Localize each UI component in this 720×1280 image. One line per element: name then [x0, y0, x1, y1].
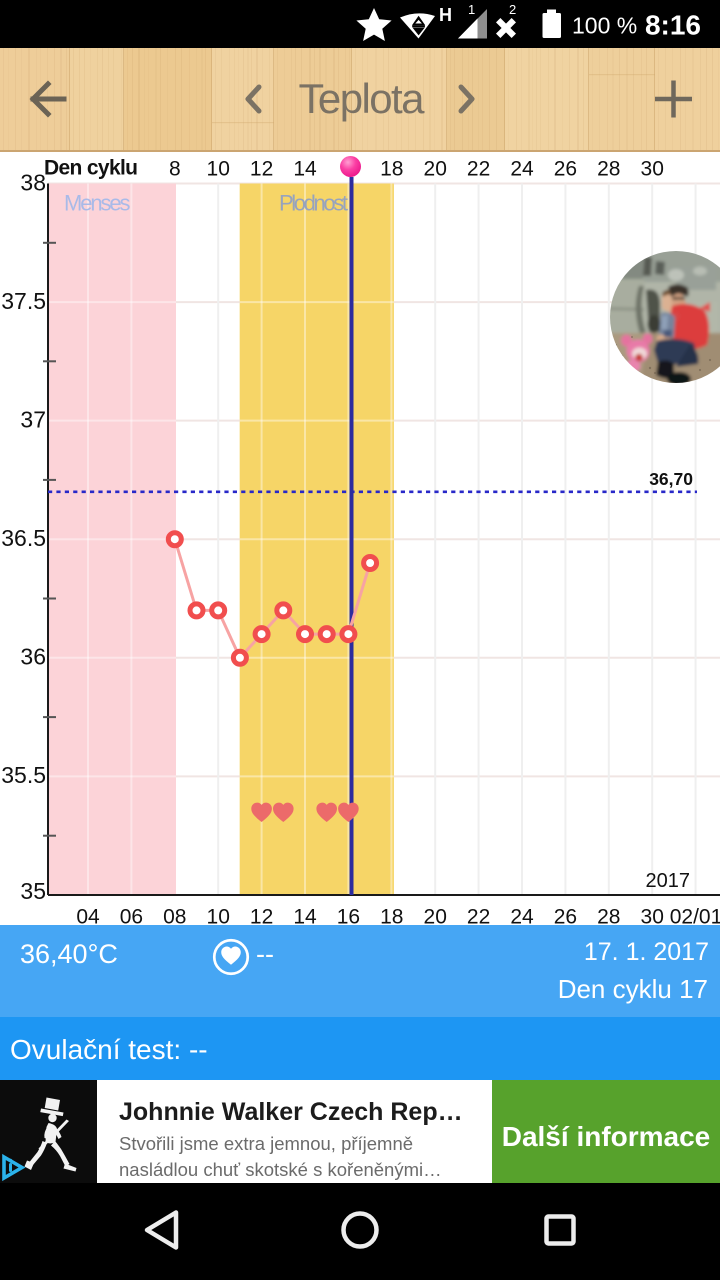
svg-text:2017: 2017	[646, 870, 691, 892]
svg-text:24: 24	[510, 158, 534, 181]
svg-text:37: 37	[20, 407, 46, 433]
svg-text:14: 14	[293, 906, 317, 929]
svg-text:1: 1	[468, 2, 475, 17]
svg-text:30: 30	[641, 906, 664, 929]
svg-text:100 %: 100 %	[572, 13, 637, 39]
svg-text:H: H	[439, 5, 452, 25]
svg-text:20: 20	[424, 158, 447, 181]
svg-text:04: 04	[76, 906, 100, 929]
svg-text:30: 30	[641, 158, 664, 181]
svg-text:Menses: Menses	[64, 191, 131, 216]
svg-text:2: 2	[509, 2, 516, 17]
svg-text:02/01: 02/01	[670, 906, 720, 929]
svg-text:35.5: 35.5	[1, 762, 46, 788]
svg-text:36,70: 36,70	[649, 469, 693, 489]
svg-text:Teplota: Teplota	[299, 75, 426, 122]
svg-text:22: 22	[467, 158, 490, 181]
svg-text:14: 14	[293, 158, 317, 181]
svg-text:26: 26	[554, 906, 577, 929]
svg-text:35: 35	[20, 878, 46, 904]
svg-text:37.5: 37.5	[1, 288, 46, 314]
svg-text:10: 10	[207, 158, 230, 181]
svg-text:Plodnost: Plodnost	[279, 191, 348, 216]
svg-text:12: 12	[250, 158, 273, 181]
svg-text:Den cyklu: Den cyklu	[44, 157, 138, 180]
svg-text:06: 06	[120, 906, 143, 929]
svg-text:18: 18	[380, 906, 403, 929]
svg-text:08: 08	[163, 906, 186, 929]
svg-text:20: 20	[424, 906, 447, 929]
svg-text:8: 8	[169, 158, 181, 181]
svg-text:24: 24	[510, 906, 534, 929]
svg-text:16: 16	[337, 906, 360, 929]
svg-text:8:16: 8:16	[645, 10, 701, 41]
svg-text:28: 28	[597, 158, 620, 181]
svg-text:12: 12	[250, 906, 273, 929]
svg-text:22: 22	[467, 906, 490, 929]
svg-text:26: 26	[554, 158, 577, 181]
svg-text:36: 36	[20, 644, 46, 670]
svg-text:38: 38	[20, 170, 46, 196]
svg-text:36.5: 36.5	[1, 525, 46, 551]
svg-text:28: 28	[597, 906, 620, 929]
svg-text:18: 18	[380, 158, 403, 181]
svg-text:10: 10	[207, 906, 230, 929]
